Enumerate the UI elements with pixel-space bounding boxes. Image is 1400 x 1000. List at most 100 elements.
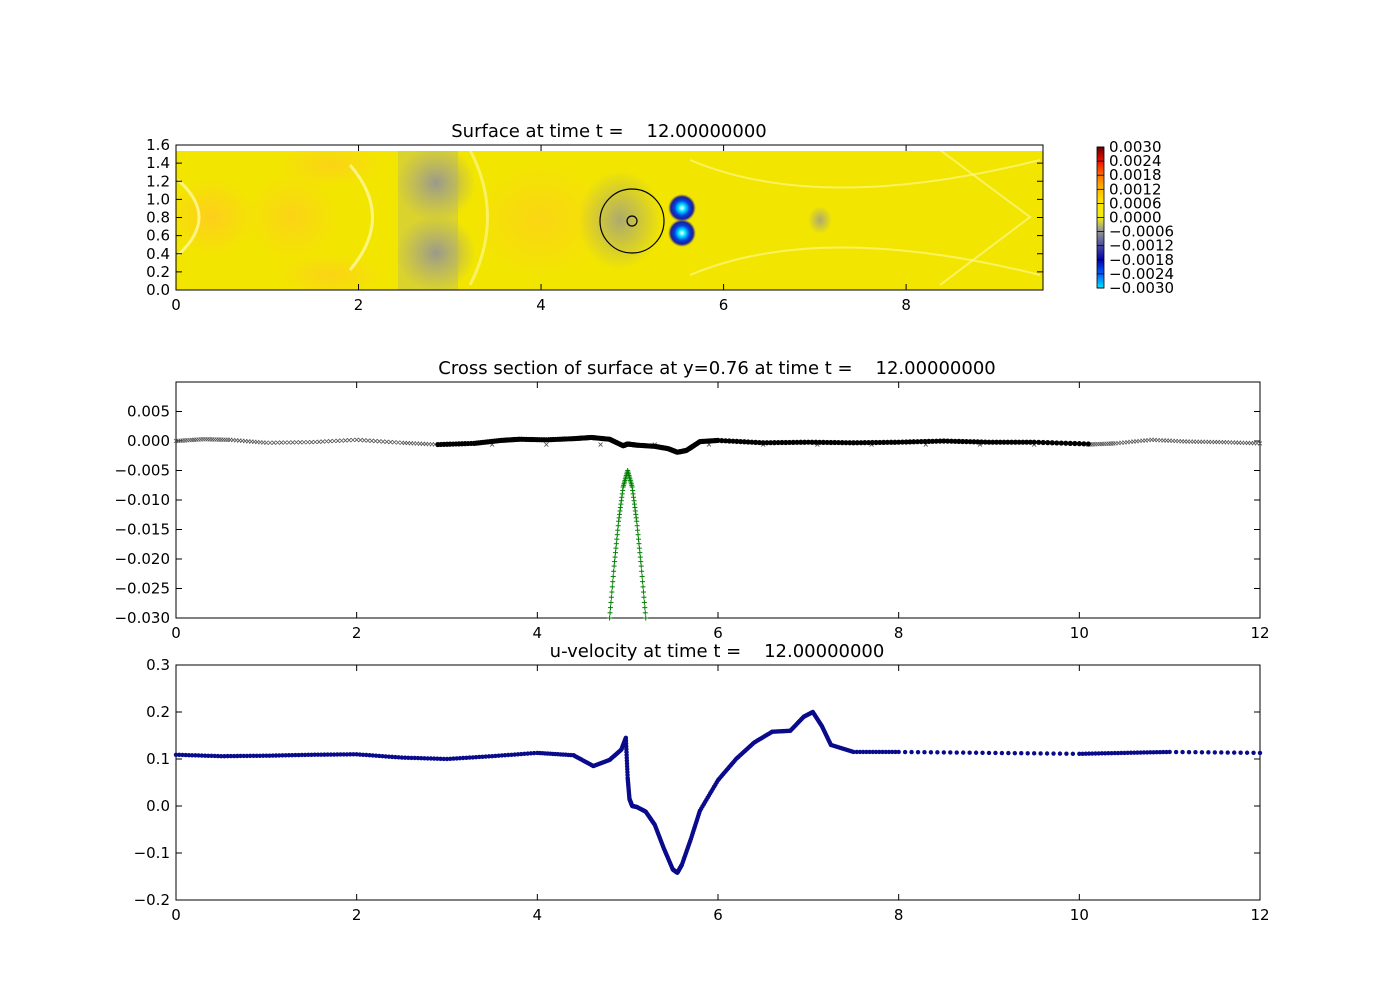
cross-section-x-tick-label: 8 — [894, 624, 904, 642]
u-velocity-point — [173, 752, 179, 757]
cross-section-point — [835, 439, 842, 446]
u-velocity-point — [1212, 750, 1218, 755]
u-velocity-point — [1125, 750, 1130, 756]
cross-section-point — [1036, 439, 1042, 445]
bathymetry-point — [635, 532, 641, 538]
u-velocity-point — [402, 755, 408, 760]
cross-section-point — [847, 440, 853, 446]
u-velocity-point — [1038, 751, 1043, 756]
u-velocity-point — [393, 754, 398, 760]
cross-section-x-tick-label: 6 — [713, 624, 723, 642]
u-velocity-point — [338, 752, 343, 757]
cross-section-point — [892, 439, 898, 445]
u-velocity-point — [380, 753, 385, 759]
u-velocity-point — [444, 756, 450, 762]
cross-section-point — [783, 439, 789, 446]
u-velocity-point — [1173, 749, 1179, 755]
cross-section-point — [843, 440, 849, 446]
u-velocity-point — [325, 752, 330, 757]
cross-section-point — [726, 438, 732, 444]
u-velocity-point — [364, 752, 369, 758]
u-velocity-point — [928, 750, 934, 755]
colorbar-tick-label: −0.0018 — [1109, 251, 1174, 269]
bathymetry-point — [640, 579, 646, 585]
cross-section-point — [1045, 440, 1051, 446]
u-velocity-point — [480, 754, 485, 759]
cross-section-point — [1067, 440, 1073, 446]
u-velocity-point — [1096, 751, 1101, 756]
cross-section-point — [1054, 440, 1060, 446]
u-velocity-point — [851, 749, 856, 755]
u-velocity-point — [902, 749, 908, 755]
cross-section-point — [737, 438, 744, 445]
cross-section-y-tick-label: −0.005 — [114, 462, 170, 480]
cross-section-point — [267, 440, 273, 446]
cross-section-point — [335, 438, 341, 444]
u-velocity-point — [499, 753, 505, 758]
cross-section-point — [1031, 439, 1037, 445]
u-velocity-point — [383, 754, 388, 759]
cross-section-point — [719, 438, 725, 444]
cross-section-point — [1063, 440, 1069, 446]
cross-section-point — [734, 438, 740, 444]
u-velocity-x-tick-label: 0 — [171, 906, 181, 924]
u-velocity-point — [218, 753, 224, 759]
bathymetry-point — [642, 605, 648, 611]
colorbar-tick-label: −0.0024 — [1109, 265, 1174, 283]
u-velocity-point — [1099, 751, 1105, 756]
cross-section-point — [282, 440, 288, 445]
cross-section-point — [978, 439, 985, 445]
cross-section-point — [294, 440, 299, 445]
cross-section-point — [933, 438, 939, 444]
u-velocity-point — [1154, 750, 1159, 755]
u-velocity-point — [302, 752, 308, 758]
cross-section-point — [926, 438, 932, 444]
bathymetry-point — [607, 615, 613, 621]
surface-heatmap-y-tick-label: 0.8 — [146, 209, 170, 227]
cross-section-panel: Cross section of surface at y=0.76 at ti… — [114, 358, 1269, 642]
u-velocity-point — [244, 753, 250, 759]
colorbar-tick-label: 0.0012 — [1109, 180, 1162, 198]
bathymetry-point — [610, 579, 616, 585]
u-velocity-point — [483, 754, 488, 759]
u-velocity-point — [228, 753, 234, 759]
cross-section-y-tick-label: 0.000 — [127, 432, 170, 450]
bathymetry-point — [636, 541, 642, 547]
cross-section-point — [922, 438, 928, 445]
u-velocity-point — [1138, 750, 1143, 755]
cross-section-point — [350, 437, 356, 443]
bathymetry-point — [635, 527, 641, 533]
cross-section-point — [911, 439, 917, 445]
colorbar-tick-label: −0.0030 — [1109, 279, 1174, 297]
u-velocity-point — [1161, 749, 1166, 755]
cross-section-point — [384, 439, 390, 445]
u-velocity-point — [1141, 750, 1147, 755]
u-velocity-point — [441, 756, 446, 762]
cross-section-point — [805, 439, 811, 445]
u-velocity-point — [202, 753, 208, 758]
cross-section-frame — [175, 381, 1261, 619]
u-velocity-point — [980, 750, 985, 756]
cross-section-point — [790, 439, 796, 445]
u-velocity-point — [399, 755, 405, 760]
cross-section-point — [1058, 440, 1064, 446]
cross-section-point — [275, 440, 280, 445]
u-velocity-x-tick-label: 6 — [713, 906, 723, 924]
cross-section-point — [877, 439, 883, 446]
u-velocity-point — [531, 750, 537, 756]
u-velocity-point — [857, 749, 863, 755]
u-velocity-point — [1231, 750, 1237, 755]
colorbar-tick-label: 0.0018 — [1109, 166, 1162, 184]
cross-section-point — [764, 440, 770, 446]
u-velocity-point — [1164, 749, 1169, 755]
u-velocity-y-tick-label: 0.0 — [146, 797, 170, 815]
cross-section-point — [817, 439, 823, 445]
cross-section-point — [1257, 441, 1263, 446]
u-velocity-point — [215, 753, 221, 759]
cross-section-point — [339, 438, 344, 443]
u-velocity-point — [373, 753, 379, 758]
u-velocity-point — [431, 756, 437, 761]
u-velocity-point — [886, 749, 892, 755]
u-velocity-point — [389, 754, 395, 760]
u-velocity-point — [1186, 749, 1192, 755]
